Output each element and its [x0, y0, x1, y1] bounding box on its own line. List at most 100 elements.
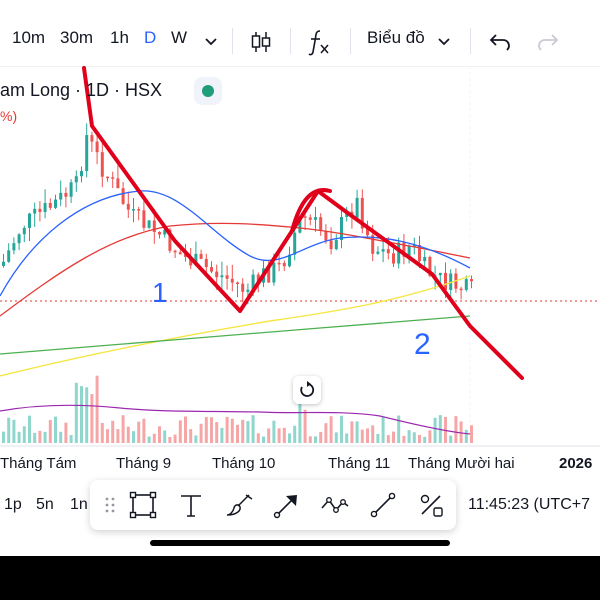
- toolbar-divider: [350, 28, 351, 54]
- candle-body: [459, 288, 463, 291]
- volume-bar: [386, 435, 390, 443]
- reset-chart-button[interactable]: [293, 376, 321, 404]
- volume-bar: [69, 435, 73, 443]
- line-icon[interactable]: [368, 490, 398, 520]
- symbol-legend[interactable]: am Long · 1D · HSX: [0, 80, 163, 100]
- volume-bar: [282, 427, 286, 443]
- redo-icon[interactable]: [536, 31, 560, 51]
- interval-10m[interactable]: 10m: [12, 28, 46, 47]
- interval-1h[interactable]: 1h: [110, 28, 129, 47]
- candle-body: [267, 268, 271, 283]
- volume-bar: [194, 435, 198, 443]
- candle-body: [444, 272, 447, 290]
- volume-bar: [173, 434, 177, 443]
- volume-bar: [298, 395, 302, 443]
- chart-type-button[interactable]: Biểu đồ: [367, 28, 425, 47]
- volume-bar: [204, 417, 208, 443]
- timeframe-1p[interactable]: 1p: [4, 496, 22, 513]
- volume-bar: [178, 420, 182, 443]
- volume-bar: [293, 425, 297, 443]
- interval-d[interactable]: D: [144, 28, 157, 47]
- home-indicator: [150, 540, 450, 546]
- chevron-down-icon[interactable]: [437, 34, 451, 48]
- market-status-badge[interactable]: [194, 77, 222, 105]
- candle-body: [381, 249, 385, 252]
- candle-body: [152, 220, 156, 233]
- candle-body: [407, 246, 411, 257]
- volume-bar: [121, 415, 125, 443]
- candle-body: [308, 217, 312, 220]
- candle-body: [80, 171, 83, 177]
- volume-bar: [397, 415, 401, 443]
- candle-body: [59, 192, 63, 200]
- price-chart[interactable]: 1 2 Tháng Tám Tháng 9 Tháng 10 Tháng 11 Tháng …: [0, 66, 600, 476]
- candle-body: [106, 176, 109, 179]
- candle-body: [355, 197, 359, 218]
- volume-bar: [459, 421, 463, 443]
- candles-icon[interactable]: [250, 30, 272, 54]
- trendline-drawing: [82, 66, 524, 380]
- interval-30m[interactable]: 30m: [60, 28, 94, 47]
- candle-body: [38, 208, 42, 212]
- reset-icon: [300, 381, 315, 397]
- interval-w[interactable]: W: [171, 28, 188, 47]
- candle-body: [85, 135, 89, 172]
- toolbar-divider: [232, 28, 233, 54]
- candle-body: [28, 213, 31, 228]
- volume-bar: [366, 428, 369, 443]
- candle-body: [173, 250, 177, 253]
- wave-label-2: 2: [414, 328, 431, 361]
- drag-handle-icon[interactable]: [96, 490, 126, 520]
- candle-body: [246, 289, 250, 292]
- volume-bar: [126, 426, 130, 443]
- volume-bar: [449, 435, 453, 443]
- volume-bar: [152, 433, 156, 443]
- candle-body: [100, 152, 104, 177]
- candle-body: [329, 240, 333, 250]
- candle-body: [371, 235, 375, 254]
- candle-body: [298, 216, 302, 233]
- timeframe-1n[interactable]: 1n: [70, 496, 88, 513]
- candle-body: [132, 209, 135, 211]
- trendline-peak: [290, 188, 332, 233]
- candle-body: [54, 199, 57, 208]
- candle-body: [7, 250, 11, 262]
- volume-bar: [345, 433, 349, 443]
- volume-bar: [376, 433, 380, 443]
- candle-body: [12, 243, 16, 251]
- candle-body: [449, 273, 453, 290]
- candle-body: [230, 278, 234, 283]
- volume-bar: [319, 431, 323, 443]
- volume-bar: [303, 409, 307, 443]
- volume-bar: [418, 434, 421, 443]
- timeframe-5n[interactable]: 5n: [36, 496, 54, 513]
- candle-body: [272, 262, 276, 283]
- candle-body: [236, 282, 239, 285]
- volume-bar: [272, 420, 276, 443]
- volume-bar: [48, 419, 52, 443]
- candle-body: [256, 274, 260, 283]
- path-icon[interactable]: [320, 490, 350, 520]
- volume-bar: [412, 432, 416, 443]
- volume-bar: [17, 431, 21, 443]
- rectangle-icon[interactable]: [128, 490, 158, 520]
- chart-canvas[interactable]: 1 2 Tháng Tám Tháng 9 Tháng 10 Tháng 11 Tháng …: [0, 66, 600, 476]
- candle-body: [277, 262, 281, 265]
- time-axis-label: Tháng 11: [328, 455, 390, 472]
- volume-bar: [142, 418, 146, 443]
- fx-icon[interactable]: [306, 28, 332, 56]
- candle-body: [282, 262, 286, 267]
- extended-line-icon[interactable]: [416, 490, 446, 520]
- candle-body: [111, 177, 115, 179]
- text-icon[interactable]: [176, 490, 206, 520]
- candle-body: [90, 135, 94, 142]
- candle-body: [178, 252, 182, 255]
- arrow-icon[interactable]: [272, 490, 302, 520]
- candle-body: [147, 220, 151, 228]
- brush-icon[interactable]: [224, 490, 254, 520]
- chevron-down-icon[interactable]: [204, 34, 218, 48]
- candle-body: [116, 178, 120, 189]
- undo-icon[interactable]: [488, 31, 512, 51]
- time-axis-label: 2026: [559, 455, 592, 472]
- clock-timezone[interactable]: 11:45:23 (UTC+7: [468, 496, 590, 513]
